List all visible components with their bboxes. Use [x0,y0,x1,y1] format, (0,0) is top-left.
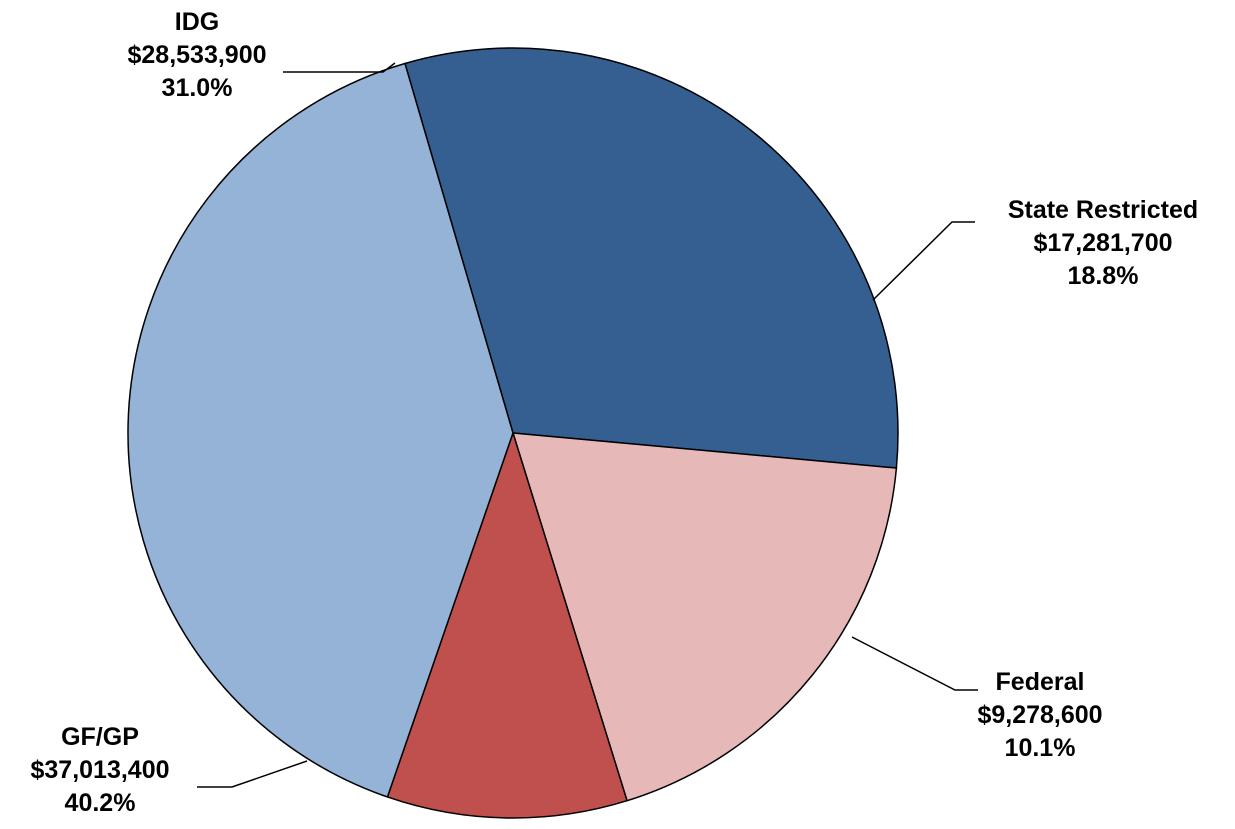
pie-slice-federal [386,430,628,819]
idg-name-label: IDG [175,8,219,36]
state-restricted-name-label: State Restricted [1008,196,1198,224]
state-restricted-value-label: $17,281,700 [1033,229,1172,257]
gf-gp-percent-label: 40.2% [65,789,136,817]
leader-line-state-restricted [872,221,975,301]
gf-gp-name-label: GF/GP [61,723,139,751]
pie-slice-state-restricted [511,432,898,802]
data-labels: IDG $28,533,900 31.0% State Restricted $17,2… [30,8,1198,817]
pie-slices [127,47,899,819]
leader-line-idg [283,62,396,73]
federal-name-label: Federal [996,668,1085,696]
gf-gp-value-label: $37,013,400 [30,756,169,784]
federal-value-label: $9,278,600 [977,701,1102,729]
federal-percent-label: 10.1% [1005,734,1076,762]
idg-percent-label: 31.0% [162,74,233,102]
state-restricted-percent-label: 18.8% [1068,262,1139,290]
leader-line-federal [851,636,978,691]
pie-slice-gf-gp [127,62,514,798]
idg-value-label: $28,533,900 [127,41,266,69]
leader-line-gf-gp [197,760,308,788]
pie-slice-idg [404,47,899,469]
